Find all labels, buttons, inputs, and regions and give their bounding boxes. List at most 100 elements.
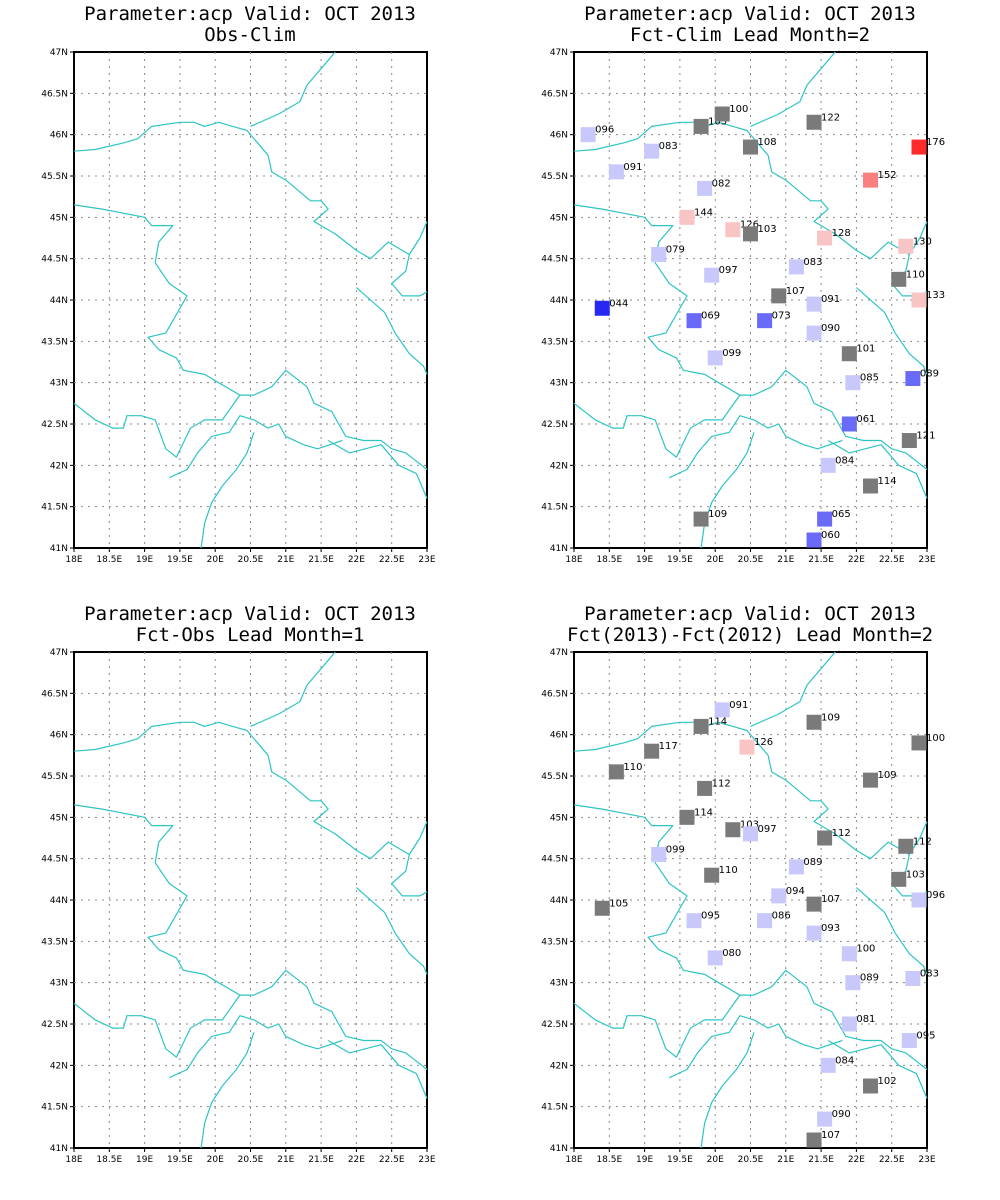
station-marker <box>697 780 713 796</box>
station-value-label: 114 <box>694 807 713 818</box>
lon-tick-label: 20E <box>707 555 724 565</box>
country-border-line <box>356 887 428 975</box>
panel-title-line1: Parameter:acp Valid: OCT 2013 <box>584 603 916 625</box>
station-marker <box>841 416 857 432</box>
lon-tick-label: 21E <box>277 1155 294 1165</box>
lat-tick-label: 43N <box>50 379 68 389</box>
station-value-label: 044 <box>609 298 628 309</box>
station-marker <box>806 114 822 130</box>
station-marker <box>788 259 804 275</box>
station-value-label: 101 <box>856 344 875 355</box>
country-borders <box>73 651 428 1149</box>
station-marker <box>757 913 773 929</box>
country-border-line <box>327 439 428 499</box>
lat-tick-label: 44.5N <box>541 255 568 265</box>
lon-tick-label: 22.5E <box>879 555 905 565</box>
station-value-label: 126 <box>740 220 759 231</box>
country-borders <box>573 651 928 1149</box>
lon-tick-label: 19.5E <box>167 555 193 565</box>
country-borders <box>73 51 428 549</box>
station-marker <box>806 1132 822 1148</box>
lat-tick-label: 45N <box>50 213 68 223</box>
lat-tick-label: 42.5N <box>41 1020 68 1030</box>
lon-tick-label: 22.5E <box>879 1155 905 1165</box>
country-border-line <box>253 369 428 470</box>
lat-tick-label: 42.5N <box>541 1020 568 1030</box>
station-value-label: 144 <box>694 207 713 218</box>
station-value-label: 083 <box>920 969 939 980</box>
panel-title-line2: Fct(2013)-Fct(2012) Lead Month=2 <box>567 624 933 646</box>
map-axes: 18E 18.5E 19E 19.5E 20E 20.5E 21E 21.5E 22E 22.5E… <box>541 648 936 1165</box>
country-border-line <box>250 651 336 727</box>
station-marker <box>863 172 879 188</box>
panel-title-line2: Obs-Clim <box>204 24 296 46</box>
lat-tick-label: 44N <box>550 296 568 306</box>
country-border-line <box>573 721 928 897</box>
station-marker <box>806 296 822 312</box>
lon-tick-label: 23E <box>918 1155 935 1165</box>
station-value-label: 097 <box>719 265 738 276</box>
panel-fct-clim: Parameter:acp Valid: OCT 2013 Fct-Clim L… <box>541 3 945 565</box>
lon-tick-label: 21E <box>777 1155 794 1165</box>
station-marker <box>679 209 695 225</box>
station-marker <box>739 739 755 755</box>
country-borders <box>573 51 928 549</box>
station-marker <box>693 718 709 734</box>
station-marker <box>608 764 624 780</box>
lon-tick-label: 23E <box>418 1155 435 1165</box>
station-marker <box>820 1057 836 1073</box>
station-value-label: 126 <box>754 737 773 748</box>
lon-tick-label: 18.5E <box>96 1155 122 1165</box>
station-marker <box>820 457 836 473</box>
lat-tick-label: 47N <box>550 648 568 658</box>
station-marker <box>863 478 879 494</box>
station-marker <box>704 867 720 883</box>
station-marker <box>594 300 610 316</box>
lat-tick-label: 43.5N <box>41 937 68 947</box>
lat-tick-label: 43.5N <box>41 337 68 347</box>
map-axes: 18E 18.5E 19E 19.5E 20E 20.5E 21E 21.5E 22E 22.5E… <box>541 48 936 565</box>
country-border-line <box>856 287 928 375</box>
station-marker <box>863 772 879 788</box>
lon-tick-label: 21E <box>277 555 294 565</box>
station-value-label: 095 <box>916 1031 935 1042</box>
station-value-label: 176 <box>926 137 945 148</box>
station-value-label: 086 <box>772 911 791 922</box>
country-border-line <box>169 415 343 479</box>
station-marker <box>644 743 660 759</box>
country-border-line <box>573 994 741 1058</box>
lon-tick-label: 18E <box>65 1155 82 1165</box>
country-border-line <box>827 1039 928 1099</box>
lat-tick-label: 43N <box>550 979 568 989</box>
station-marker <box>714 106 730 122</box>
panel-fct2013-fct2012: Parameter:acp Valid: OCT 2013 Fct(2013)-… <box>541 603 945 1165</box>
station-marker <box>806 714 822 730</box>
lat-tick-label: 45.5N <box>541 772 568 782</box>
lon-tick-label: 21.5E <box>308 555 334 565</box>
station-marker <box>841 1016 857 1032</box>
station-value-label: 100 <box>729 104 748 115</box>
country-border-line <box>73 994 241 1058</box>
station-marker <box>651 247 667 263</box>
station-marker <box>757 313 773 329</box>
country-border-line <box>573 204 754 396</box>
country-border-line <box>253 969 428 1070</box>
country-border-line <box>327 1039 428 1099</box>
lon-tick-label: 20.5E <box>738 1155 764 1165</box>
station-marker <box>898 238 914 254</box>
station-marker <box>911 292 927 308</box>
station-value-label: 107 <box>821 1130 840 1141</box>
map-axes: 18E 18.5E 19E 19.5E 20E 20.5E 21E 21.5E 22E 22.5E… <box>41 648 436 1165</box>
lat-tick-label: 41.5N <box>541 503 568 513</box>
panel-title-line1: Parameter:acp Valid: OCT 2013 <box>84 3 416 25</box>
station-value-label: 122 <box>821 112 840 123</box>
station-marker <box>644 143 660 159</box>
station-value-label: 107 <box>786 286 805 297</box>
station-value-label: 110 <box>719 865 738 876</box>
map-axes: 18E 18.5E 19E 19.5E 20E 20.5E 21E 21.5E 22E 22.5E… <box>41 48 436 565</box>
lat-tick-label: 44.5N <box>41 855 68 865</box>
lat-tick-label: 44N <box>550 896 568 906</box>
lon-tick-label: 21.5E <box>308 1155 334 1165</box>
station-value-label: 112 <box>832 828 851 839</box>
